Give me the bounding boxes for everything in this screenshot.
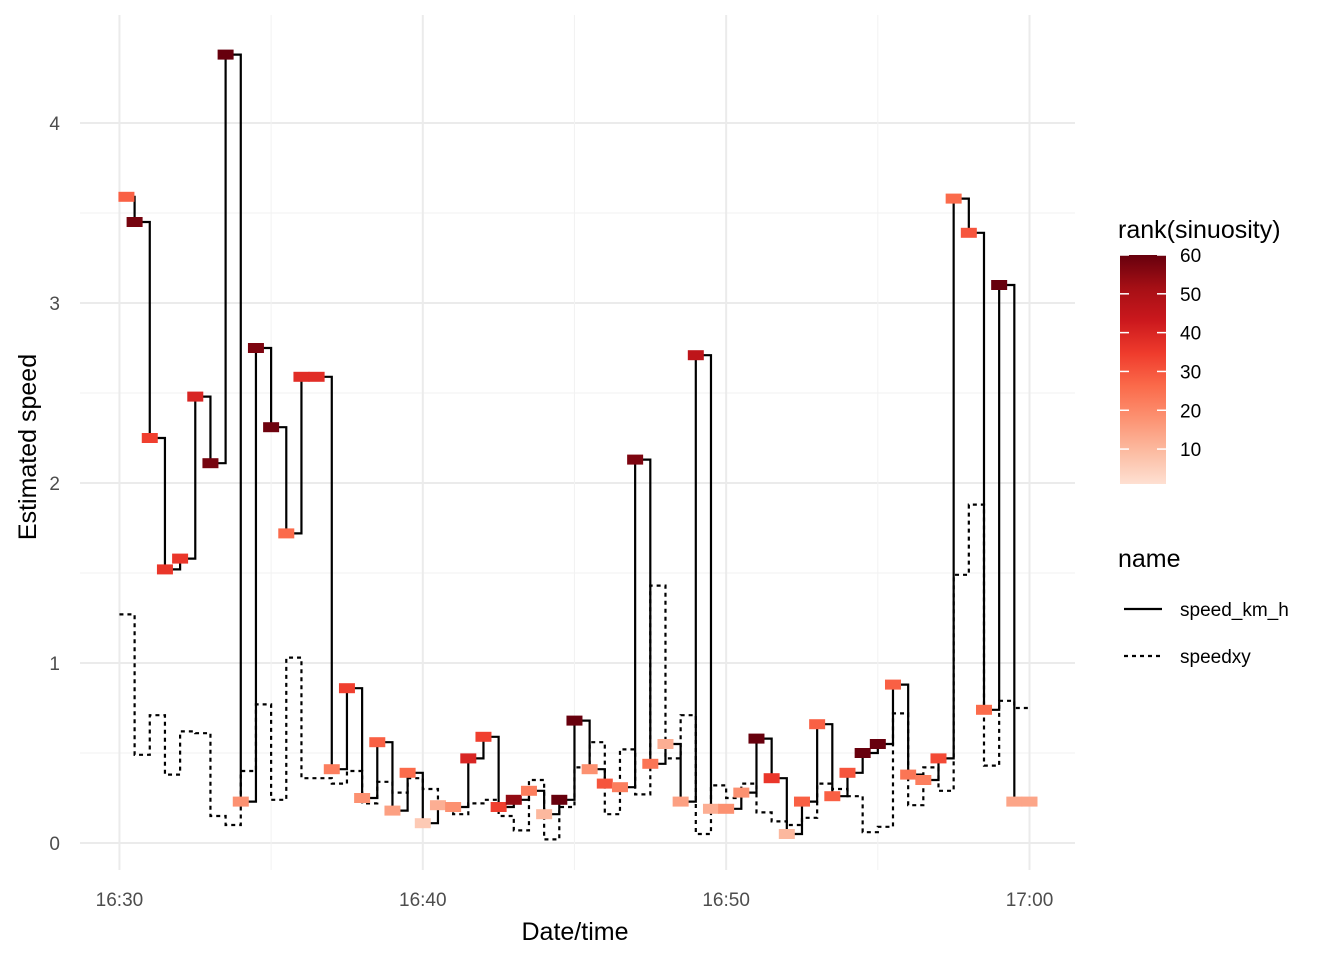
y-tick-label: 1 bbox=[49, 654, 60, 675]
data-point bbox=[323, 764, 340, 775]
line-legend-title: name bbox=[1118, 545, 1181, 573]
data-point bbox=[293, 371, 310, 382]
data-point bbox=[657, 739, 674, 749]
data-point bbox=[778, 829, 795, 839]
data-point bbox=[869, 739, 886, 749]
data-point bbox=[1006, 796, 1023, 807]
data-point bbox=[460, 753, 477, 764]
data-point bbox=[763, 773, 780, 784]
color-legend: rank(sinuosity) 60 50 40 30 20 10 bbox=[1118, 216, 1281, 484]
x-tick-label: 16:50 bbox=[702, 890, 750, 911]
x-tick-label: 16:40 bbox=[399, 890, 447, 911]
y-tick-label: 4 bbox=[49, 114, 60, 135]
data-point bbox=[900, 769, 917, 780]
data-point bbox=[445, 802, 462, 812]
y-tick-label: 2 bbox=[49, 474, 60, 495]
data-point bbox=[839, 767, 856, 778]
data-point bbox=[536, 809, 553, 820]
data-point bbox=[596, 778, 613, 789]
color-legend-tick-label: 30 bbox=[1180, 362, 1201, 383]
data-point bbox=[126, 217, 143, 227]
data-point bbox=[369, 737, 386, 748]
data-point bbox=[733, 787, 750, 798]
data-point bbox=[232, 796, 249, 807]
color-legend-tick-label: 10 bbox=[1180, 440, 1201, 461]
color-legend-tick-label: 50 bbox=[1180, 285, 1201, 306]
data-point bbox=[278, 528, 295, 539]
data-point bbox=[551, 794, 568, 805]
data-point bbox=[399, 767, 416, 778]
rank-points bbox=[118, 49, 1038, 839]
data-point bbox=[187, 391, 204, 402]
color-legend-tick-label: 40 bbox=[1180, 324, 1201, 345]
data-point bbox=[520, 785, 537, 796]
data-point bbox=[338, 683, 355, 694]
data-point bbox=[141, 433, 158, 443]
data-point bbox=[748, 733, 765, 744]
data-point bbox=[884, 679, 901, 690]
color-legend-tick-label: 20 bbox=[1180, 401, 1201, 422]
axis-ticks: 0 1 2 3 4 16:30 16:40 16:50 17:00 bbox=[49, 114, 1053, 911]
data-point bbox=[718, 803, 735, 814]
data-point bbox=[475, 731, 492, 742]
data-point bbox=[490, 802, 507, 812]
y-tick-label: 3 bbox=[49, 294, 60, 315]
data-point bbox=[809, 719, 826, 730]
color-legend-tick-label: 60 bbox=[1180, 246, 1201, 267]
data-point bbox=[642, 758, 659, 769]
data-point bbox=[991, 280, 1008, 290]
data-point bbox=[156, 564, 173, 575]
data-point bbox=[429, 800, 446, 811]
data-point bbox=[581, 764, 598, 775]
data-point bbox=[1021, 796, 1038, 807]
line-legend-label: speed_km_h bbox=[1180, 600, 1289, 621]
data-point bbox=[824, 791, 841, 802]
data-point bbox=[172, 553, 189, 564]
x-axis-title: Date/time bbox=[522, 918, 629, 946]
data-point bbox=[566, 715, 583, 726]
data-point bbox=[975, 704, 992, 715]
data-point bbox=[915, 775, 932, 785]
data-point bbox=[945, 193, 962, 204]
data-point bbox=[354, 793, 371, 803]
data-point bbox=[414, 818, 431, 829]
data-point bbox=[217, 49, 234, 60]
y-tick-label: 0 bbox=[49, 834, 60, 855]
data-point bbox=[611, 782, 628, 793]
data-point bbox=[960, 227, 977, 238]
data-point bbox=[308, 371, 325, 382]
data-point bbox=[687, 350, 704, 361]
grid bbox=[80, 15, 1075, 870]
data-point bbox=[702, 803, 719, 814]
data-point bbox=[505, 794, 522, 805]
data-point bbox=[247, 343, 264, 353]
data-point bbox=[672, 796, 689, 807]
data-point bbox=[930, 753, 947, 764]
y-axis-title: Estimated speed bbox=[14, 354, 42, 540]
data-point bbox=[263, 422, 280, 433]
color-legend-title: rank(sinuosity) bbox=[1118, 216, 1281, 244]
line-legend-label: speedxy bbox=[1180, 647, 1251, 668]
x-tick-label: 17:00 bbox=[1006, 890, 1054, 911]
series-line-speedxy bbox=[119, 503, 1030, 841]
color-legend-ticks: 60 50 40 30 20 10 bbox=[1120, 246, 1201, 461]
data-point bbox=[793, 796, 810, 807]
data-point bbox=[118, 191, 135, 202]
x-tick-label: 16:30 bbox=[96, 890, 144, 911]
data-point bbox=[202, 458, 219, 469]
data-point bbox=[854, 748, 871, 758]
data-point bbox=[384, 805, 401, 816]
data-point bbox=[627, 454, 644, 465]
